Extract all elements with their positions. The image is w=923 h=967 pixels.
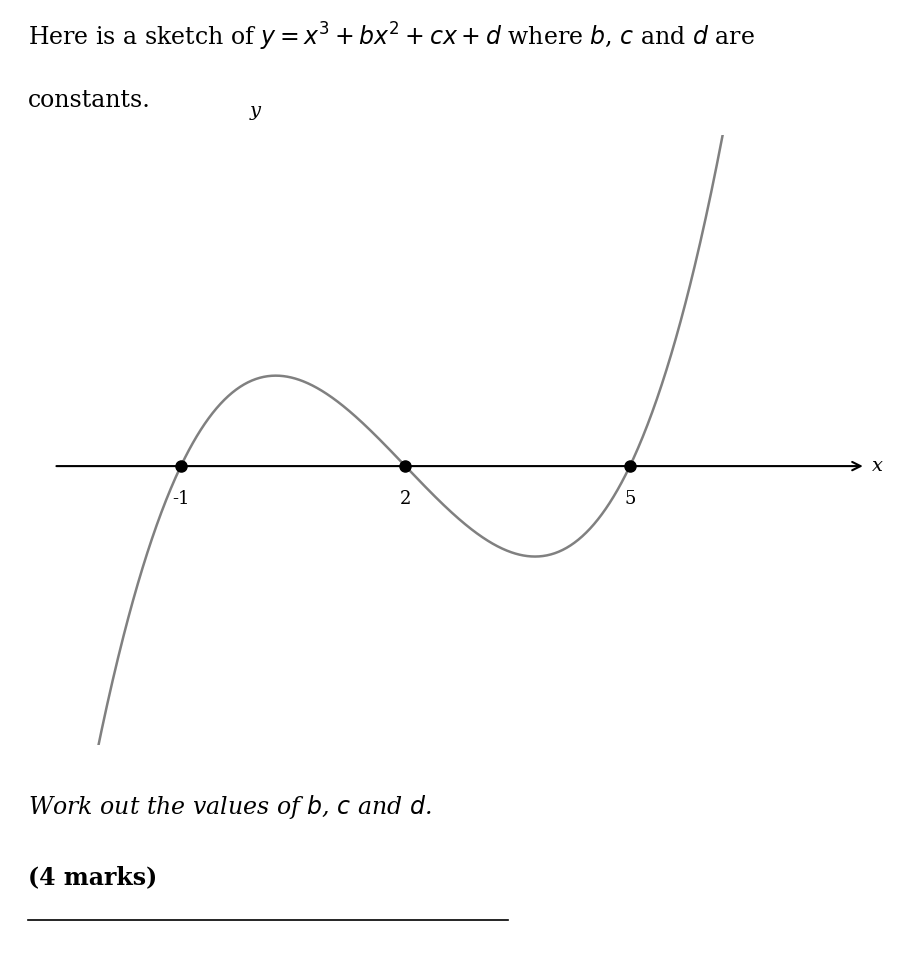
Text: constants.: constants. [28, 89, 150, 111]
Text: 2: 2 [400, 490, 411, 509]
Text: Here is a sketch of $y = x^3 + bx^2 + cx + d$ where $b$, $c$ and $d$ are: Here is a sketch of $y = x^3 + bx^2 + cx… [28, 21, 755, 53]
Text: x: x [871, 457, 882, 475]
Text: -1: -1 [172, 490, 189, 509]
Text: (4 marks): (4 marks) [28, 864, 157, 889]
Text: Work out the values of $b$, $c$ and $d$.: Work out the values of $b$, $c$ and $d$. [28, 793, 431, 821]
Text: 5: 5 [624, 490, 636, 509]
Text: y: y [250, 102, 261, 120]
